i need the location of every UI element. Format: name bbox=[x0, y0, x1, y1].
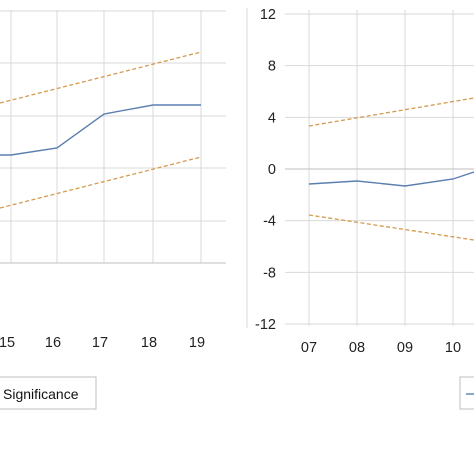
right-series-lower-significance bbox=[308, 214, 474, 241]
right-x-tick-labels: 07 08 09 10 bbox=[301, 340, 461, 356]
left-chart-panel: 15 16 17 18 19 bbox=[0, 10, 226, 351]
right-x-tick-label: 08 bbox=[349, 340, 365, 356]
left-x-tick-label: 17 bbox=[92, 335, 108, 351]
left-x-tick-labels: 15 16 17 18 19 bbox=[0, 335, 205, 351]
right-series-estimate bbox=[308, 171, 474, 187]
right-y-tick-label: 4 bbox=[268, 110, 276, 126]
right-x-tick-label: 10 bbox=[445, 340, 461, 356]
right-gridlines bbox=[246, 8, 474, 328]
right-x-tick-label: 09 bbox=[397, 340, 413, 356]
right-chart-panel: 07 08 09 10 12 8 4 0 -4 -8 -12 bbox=[246, 7, 474, 356]
right-y-tick-label: -8 bbox=[263, 265, 276, 281]
right-y-tick-labels: 12 8 4 0 -4 -8 -12 bbox=[255, 7, 276, 333]
right-legend-box bbox=[459, 376, 474, 410]
left-x-tick-label: 19 bbox=[189, 335, 205, 351]
right-y-tick-label: -4 bbox=[263, 214, 276, 230]
left-gridlines bbox=[0, 10, 226, 264]
right-y-tick-label: 8 bbox=[268, 59, 276, 75]
left-series-estimate bbox=[0, 104, 201, 156]
right-y-tick-label: 0 bbox=[268, 162, 276, 178]
left-legend: Significance bbox=[0, 376, 97, 410]
left-series bbox=[0, 51, 202, 209]
left-series-lower-significance bbox=[0, 156, 202, 209]
right-x-tick-label: 07 bbox=[301, 340, 317, 356]
right-y-tick-label: -12 bbox=[255, 317, 276, 333]
right-series bbox=[308, 97, 474, 241]
left-x-tick-label: 15 bbox=[0, 335, 15, 351]
legend-label-significance: Significance bbox=[3, 386, 79, 402]
right-series-upper-significance bbox=[308, 97, 474, 127]
left-series-upper-significance bbox=[0, 51, 202, 104]
right-y-tick-label: 12 bbox=[260, 7, 276, 23]
left-x-tick-label: 16 bbox=[45, 335, 61, 351]
left-x-tick-label: 18 bbox=[141, 335, 157, 351]
right-legend bbox=[459, 376, 474, 410]
left-legend-box bbox=[0, 376, 97, 410]
